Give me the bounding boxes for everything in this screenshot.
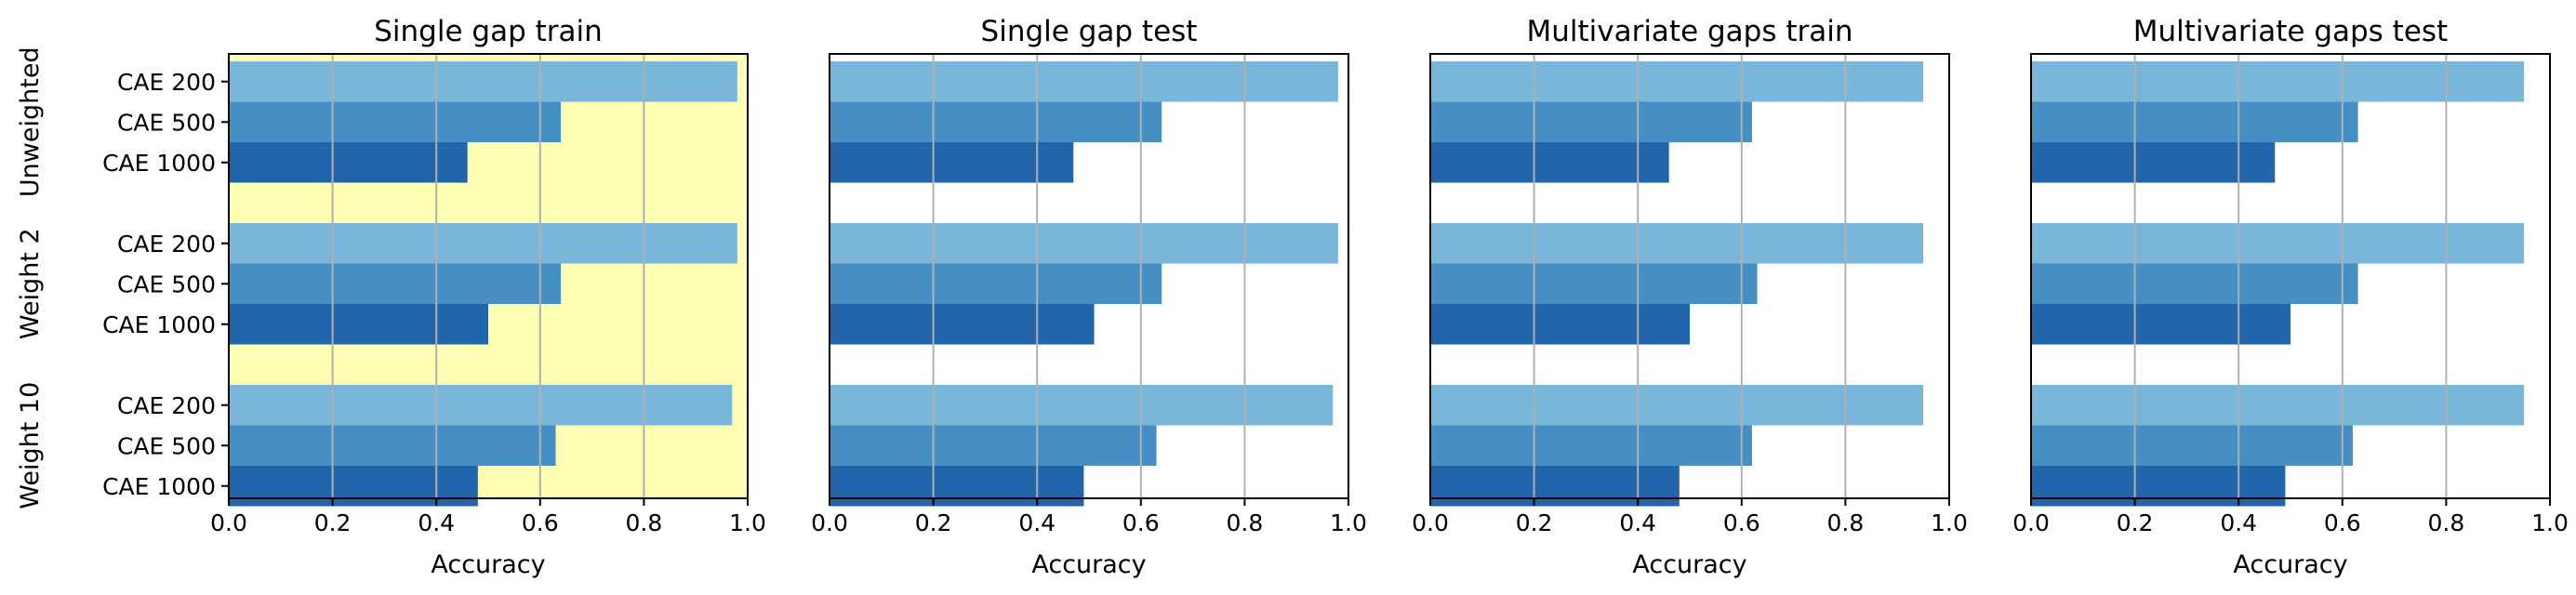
x-tick-label: 0.4	[418, 509, 455, 536]
bar	[229, 425, 556, 466]
x-axis-label: Accuracy	[431, 550, 545, 579]
y-tick-label: CAE 500	[117, 109, 216, 136]
axes-frame	[829, 53, 1349, 499]
bar	[2031, 61, 2525, 102]
bar	[1430, 466, 1680, 507]
bar	[830, 142, 1074, 183]
bar	[229, 101, 562, 142]
x-tick-label: 0.6	[2324, 509, 2361, 536]
x-tick-label: 0.2	[915, 509, 952, 536]
x-axis-label: Accuracy	[1031, 550, 1146, 579]
x-tick-label: 0.8	[1827, 509, 1865, 536]
bar	[830, 101, 1162, 142]
x-tick-label: 0.0	[811, 509, 848, 536]
bar	[1430, 385, 1924, 426]
bar	[229, 142, 468, 183]
subplot-4: 0.0 0.2 0.4 0.6 0.8 1.0 Accuracy Multivariate g…	[2012, 15, 2569, 579]
axes-frame	[228, 53, 749, 499]
axes-frame	[2030, 53, 2551, 499]
x-tick-label: 0.4	[1018, 509, 1056, 536]
bar	[1430, 263, 1758, 304]
bar	[1430, 142, 1669, 183]
bar	[229, 223, 737, 264]
bar	[1430, 223, 1924, 264]
y-tick-label: CAE 200	[117, 69, 216, 96]
bar	[830, 263, 1162, 304]
y-tick-label: CAE 1000	[102, 311, 216, 338]
x-tick-label: 0.8	[1227, 509, 1264, 536]
bar	[229, 466, 478, 507]
bar	[2031, 466, 2286, 507]
group-label: Weight 10	[16, 382, 45, 509]
x-tick-label: 0.6	[1723, 509, 1760, 536]
subplot-title: Multivariate gaps train	[1526, 15, 1852, 48]
bar	[2031, 101, 2358, 142]
x-tick-label: 0.8	[2428, 509, 2465, 536]
bar	[830, 304, 1095, 345]
bar	[229, 385, 733, 426]
bar	[229, 304, 488, 345]
bar	[1430, 101, 1752, 142]
bar	[830, 223, 1338, 264]
y-tick-label: CAE 1000	[102, 150, 216, 177]
bar	[830, 425, 1157, 466]
bar	[229, 263, 562, 304]
bar	[2031, 263, 2358, 304]
subplot-2: 0.0 0.2 0.4 0.6 0.8 1.0 Accuracy Single gap tes…	[811, 15, 1367, 579]
y-tick-label: CAE 1000	[102, 473, 216, 500]
bar	[830, 61, 1338, 102]
x-tick-label: 1.0	[729, 509, 766, 536]
x-tick-label: 0.2	[1516, 509, 1553, 536]
subplot-3: 0.0 0.2 0.4 0.6 0.8 1.0 Accuracy Multivariate g…	[1412, 15, 1968, 579]
bar	[2031, 142, 2276, 183]
bar	[229, 61, 737, 102]
bar	[830, 466, 1084, 507]
x-tick-label: 0.0	[210, 509, 247, 536]
axes-frame	[1429, 53, 1950, 499]
y-tick-label: CAE 200	[117, 231, 216, 258]
y-tick-label: CAE 500	[117, 432, 216, 459]
bar	[2031, 223, 2525, 264]
bar	[1430, 61, 1924, 102]
x-tick-label: 0.6	[1122, 509, 1160, 536]
y-tick-label: CAE 500	[117, 271, 216, 298]
bar	[2031, 385, 2525, 426]
subplot-title: Multivariate gaps test	[2133, 15, 2448, 48]
x-axis-label: Accuracy	[2233, 550, 2347, 579]
x-tick-label: 1.0	[2531, 509, 2569, 536]
x-tick-label: 0.4	[2220, 509, 2257, 536]
x-tick-label: 0.8	[626, 509, 663, 536]
bar	[1430, 425, 1752, 466]
subplot-title: Single gap train	[374, 15, 603, 48]
x-tick-label: 1.0	[1330, 509, 1367, 536]
x-tick-label: 0.0	[2012, 509, 2050, 536]
x-tick-label: 0.0	[1412, 509, 1449, 536]
bar	[1430, 304, 1690, 345]
y-tick-label: CAE 200	[117, 392, 216, 419]
group-label: Weight 2	[16, 228, 45, 339]
x-tick-label: 0.2	[314, 509, 352, 536]
group-label: Unweighted	[16, 46, 45, 197]
subplot-title: Single gap test	[981, 15, 1198, 48]
bar	[2031, 304, 2291, 345]
x-axis-label: Accuracy	[1632, 550, 1746, 579]
x-tick-label: 1.0	[1931, 509, 1968, 536]
subplot-1: 0.0 0.2 0.4 0.6 0.8 1.0 Accuracy Single gap tra…	[16, 15, 766, 579]
x-tick-label: 0.6	[522, 509, 559, 536]
x-tick-label: 0.4	[1619, 509, 1656, 536]
bar	[2031, 425, 2353, 466]
x-tick-label: 0.2	[2117, 509, 2154, 536]
bar	[830, 385, 1334, 426]
